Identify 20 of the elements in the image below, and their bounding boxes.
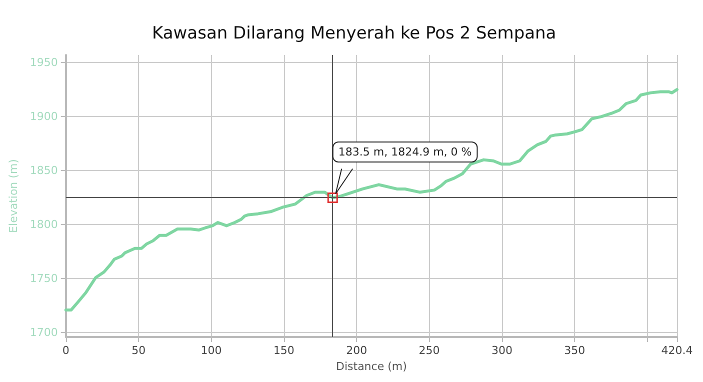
x-axis-title: Distance (m) [336, 360, 407, 373]
x-tick-label: 250 [418, 344, 440, 357]
y-axis-title: Elevation (m) [7, 159, 20, 233]
x-tick-label: 50 [132, 344, 146, 357]
y-tick-label: 1900 [30, 110, 58, 124]
annotation: 183.5 m, 1824.9 m, 0 % [338, 145, 472, 158]
y-tick-label: 1800 [30, 218, 58, 232]
x-tick-label: 300 [491, 344, 512, 357]
y-tick-label: 1700 [30, 326, 58, 340]
chart-title: Kawasan Dilarang Menyerah ke Pos 2 Sempana [152, 24, 556, 44]
x-tick-label: 420.4 [661, 344, 693, 357]
line-series [64, 88, 678, 312]
x-tick-label: 350 [564, 344, 586, 357]
y-tick-label: 1750 [30, 272, 58, 286]
x-tick-label: 200 [346, 344, 368, 357]
x-tick-label: 0 [62, 344, 70, 357]
y-tick-label: 1850 [30, 164, 58, 178]
x-tick-label: 100 [200, 344, 222, 357]
x-tick-label: 150 [273, 344, 294, 357]
y-tick-label: 1950 [30, 56, 58, 70]
